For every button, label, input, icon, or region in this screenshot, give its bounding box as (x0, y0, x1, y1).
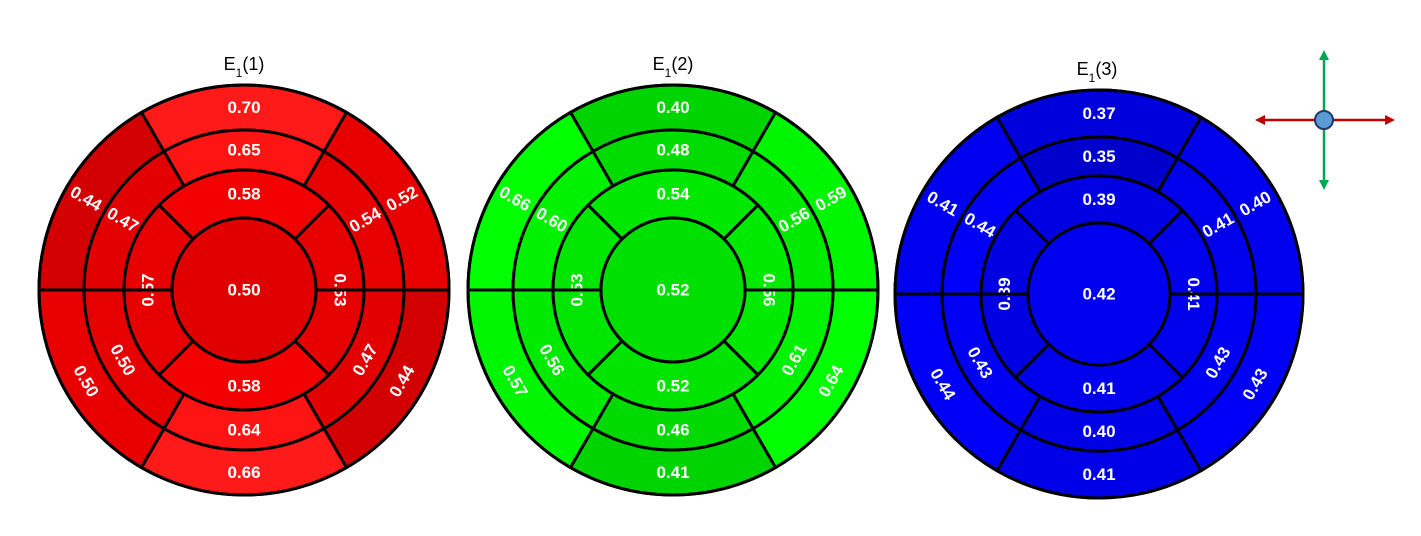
diagram-3-title: E1(3) (1077, 59, 1118, 85)
bullseye-diagram-2: E1(2) 0.400.590.640.410.570.660.480.560.… (466, 54, 880, 497)
orientation-axes-icon (1255, 50, 1395, 190)
middle-ring-value-1: 0.35 (1082, 147, 1115, 166)
apex-value: 0.42 (1082, 285, 1115, 304)
outer-ring-value-1: 0.70 (227, 98, 260, 117)
outer-border (893, 88, 1305, 500)
inner-ring-value-3: 0.41 (1082, 379, 1115, 398)
diagram-2-title: E1(2) (653, 54, 694, 80)
outer-ring-value-4: 0.41 (1082, 465, 1115, 484)
apex-value: 0.50 (227, 281, 260, 300)
bullseye-diagram-3: E1(3) 0.370.400.430.410.440.410.350.410.… (893, 59, 1305, 500)
outer-ring-value-1: 0.37 (1082, 104, 1115, 123)
middle-ring-value-1: 0.65 (227, 141, 260, 160)
middle-ring-value-4: 0.64 (227, 421, 261, 440)
middle-ring-value-1: 0.48 (656, 141, 689, 160)
middle-ring-value-4: 0.40 (1082, 422, 1115, 441)
apex-value: 0.52 (656, 281, 689, 300)
outer-ring-value-1: 0.40 (656, 98, 689, 117)
outer-border (37, 83, 451, 497)
middle-ring-value-4: 0.46 (656, 421, 689, 440)
bullseye-diagram-1: E1(1) 0.700.520.440.660.500.440.650.540.… (37, 54, 451, 497)
inner-ring-value-1: 0.54 (656, 185, 690, 204)
outer-ring-value-4: 0.41 (656, 463, 689, 482)
axis-origin-dot (1314, 110, 1334, 130)
inner-ring-value-1: 0.39 (1082, 190, 1115, 209)
inner-ring-value-1: 0.58 (227, 185, 260, 204)
inner-ring-value-3: 0.58 (227, 377, 260, 396)
outer-border (466, 83, 880, 497)
diagram-1-title: E1(1) (224, 54, 265, 80)
inner-ring-value-3: 0.52 (656, 377, 689, 396)
outer-ring-value-4: 0.66 (227, 463, 260, 482)
